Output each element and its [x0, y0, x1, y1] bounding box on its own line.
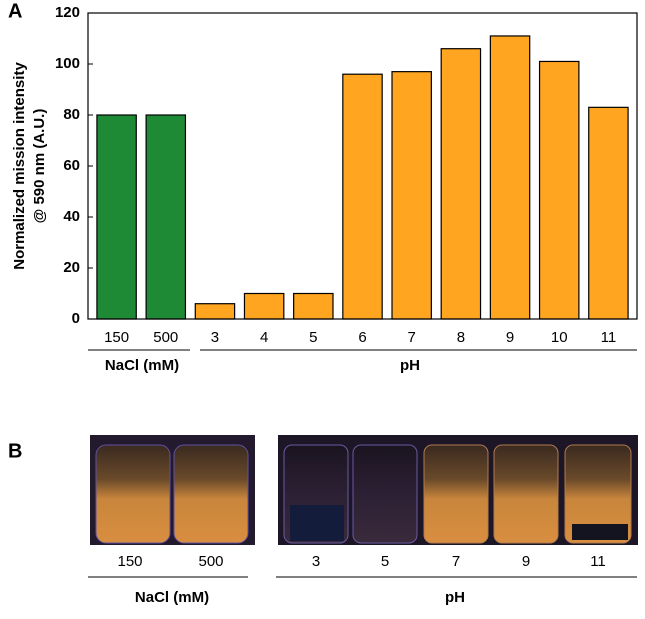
group-label: NaCl (mM) [105, 357, 179, 374]
x-tick-label: 9 [506, 329, 514, 346]
x-tick-label: 8 [457, 329, 465, 346]
x-tick-label: 6 [358, 329, 366, 346]
y-tick-label: 100 [55, 55, 80, 72]
bar [293, 292, 334, 320]
bar [194, 303, 236, 320]
x-tick-label: 150 [104, 329, 129, 346]
photo [90, 435, 638, 545]
bar [391, 71, 432, 320]
bar [588, 106, 629, 320]
y-tick-label: 80 [63, 106, 80, 123]
bar [489, 35, 531, 320]
panel-label: A [8, 0, 22, 22]
x-tick-label: 5 [309, 329, 317, 346]
x-tick-label: 11 [601, 329, 617, 346]
bar [342, 73, 383, 320]
vial-label: 7 [452, 553, 460, 570]
panel-label: B [8, 440, 22, 462]
plot-frame [87, 12, 638, 320]
y-tick-label: 40 [63, 208, 80, 225]
vial-label: 9 [522, 553, 530, 570]
y-tick-label: 60 [63, 157, 80, 174]
y-tick-label: 120 [55, 4, 80, 21]
y-axis-label: @ 590 nm (A.U.) [31, 109, 48, 224]
group-label: pH [445, 589, 465, 606]
y-tick-label: 20 [63, 259, 80, 276]
vial-label: 500 [198, 553, 223, 570]
vial-label: 3 [312, 553, 320, 570]
y-axis-label: Normalized mission intensity [11, 62, 28, 270]
group-label: NaCl (mM) [135, 589, 209, 606]
x-tick-label: 7 [408, 329, 416, 346]
x-tick-label: 500 [153, 329, 178, 346]
x-tick-label: 3 [211, 329, 219, 346]
x-tick-label: 10 [551, 329, 568, 346]
group-label: pH [400, 357, 420, 374]
bar [243, 292, 285, 320]
vial-label: 5 [381, 553, 389, 570]
vial-label: 11 [590, 553, 606, 570]
bar [538, 60, 580, 320]
x-tick-label: 4 [260, 329, 268, 346]
vial-label: 150 [117, 553, 142, 570]
bar [440, 48, 482, 320]
y-tick-label: 0 [72, 310, 80, 327]
bar [96, 114, 137, 320]
bar [145, 114, 187, 320]
